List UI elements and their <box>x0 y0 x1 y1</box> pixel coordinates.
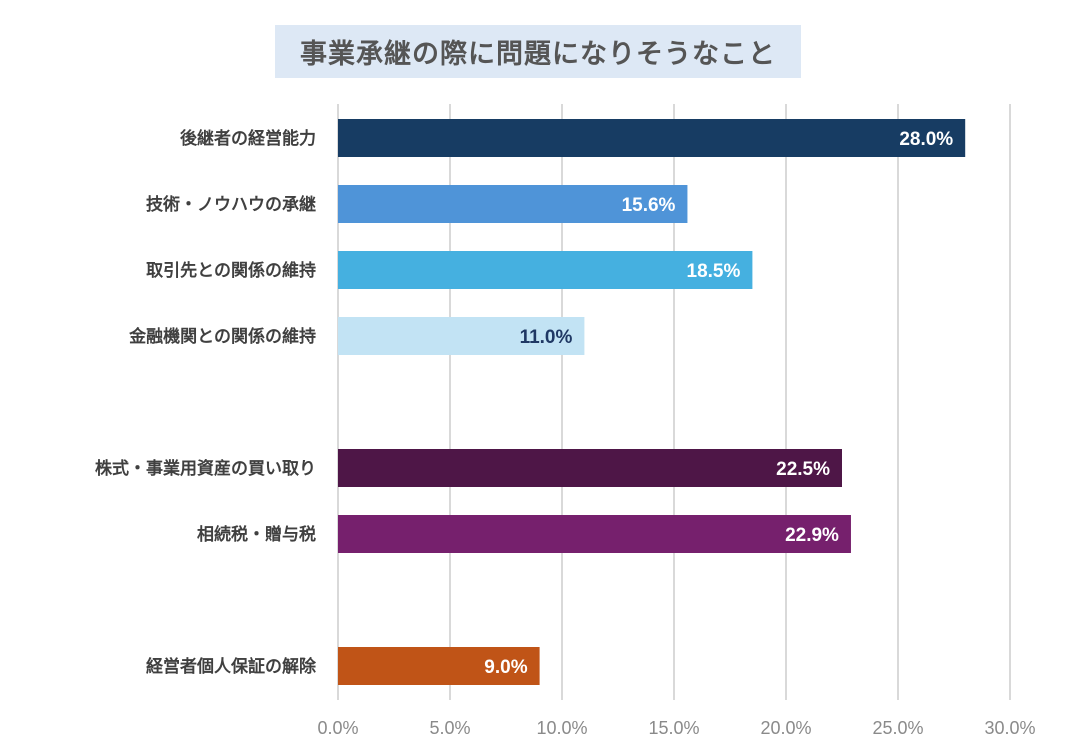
category-label: 技術・ノウハウの承継 <box>146 194 316 215</box>
category-label: 金融機関との関係の維持 <box>128 326 316 347</box>
category-label: 相続税・贈与税 <box>197 524 316 545</box>
x-tick-label: 30.0% <box>984 718 1035 738</box>
x-tick-label: 15.0% <box>648 718 699 738</box>
x-tick-label: 20.0% <box>760 718 811 738</box>
x-tick-label: 0.0% <box>317 718 358 738</box>
x-tick-label: 25.0% <box>872 718 923 738</box>
bar <box>338 119 966 157</box>
bar <box>338 185 688 223</box>
category-label: 株式・事業用資産の買い取り <box>95 458 316 479</box>
data-label: 22.5% <box>776 459 830 480</box>
data-label: 18.5% <box>687 261 741 282</box>
bar <box>338 317 585 355</box>
data-label: 28.0% <box>899 129 953 150</box>
chart-title-box: 事業承継の際に問題になりそうなこと <box>275 25 801 78</box>
category-label: 後継者の経営能力 <box>180 128 316 149</box>
category-label: 取引先との関係の維持 <box>146 260 316 281</box>
chart-title: 事業承継の際に問題になりそうなこと <box>300 39 776 70</box>
bar <box>338 515 851 553</box>
category-label: 経営者個人保証の解除 <box>146 656 317 677</box>
data-label: 22.9% <box>785 525 839 546</box>
data-label: 11.0% <box>520 327 573 348</box>
bar <box>338 647 540 685</box>
data-label: 9.0% <box>484 657 527 678</box>
data-label: 15.6% <box>622 195 676 216</box>
bar <box>338 449 842 487</box>
bar <box>338 251 753 289</box>
x-tick-label: 5.0% <box>429 718 470 738</box>
x-tick-label: 10.0% <box>536 718 587 738</box>
